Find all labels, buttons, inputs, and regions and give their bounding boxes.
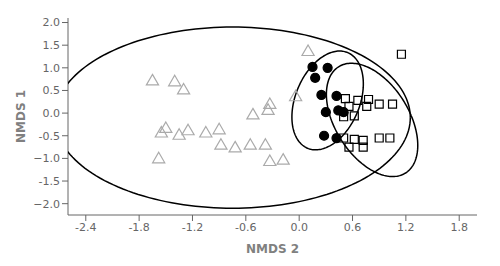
svg-text:1.5: 1.5 [43, 39, 61, 52]
svg-text:0.5: 0.5 [43, 84, 61, 97]
svg-text:1.8: 1.8 [450, 221, 468, 234]
svg-text:NMDS 2: NMDS 2 [246, 242, 299, 256]
svg-text:-1.2: -1.2 [182, 221, 203, 234]
svg-text:2.0: 2.0 [43, 16, 61, 29]
svg-text:0.0: 0.0 [290, 221, 308, 234]
svg-text:-2.4: -2.4 [75, 221, 96, 234]
svg-text:NMDS 1: NMDS 1 [14, 90, 28, 143]
svg-text:-0.6: -0.6 [235, 221, 256, 234]
svg-text:−1.0: −1.0 [33, 152, 60, 165]
svg-text:1.0: 1.0 [43, 62, 61, 75]
svg-text:-0.5: -0.5 [39, 130, 60, 143]
svg-text:-1.8: -1.8 [128, 221, 149, 234]
svg-text:0.6: 0.6 [344, 221, 362, 234]
svg-text:0.0: 0.0 [43, 107, 61, 120]
svg-text:-1.5: -1.5 [39, 175, 60, 188]
svg-text:−2.0: −2.0 [33, 198, 60, 211]
svg-text:1.2: 1.2 [397, 221, 415, 234]
